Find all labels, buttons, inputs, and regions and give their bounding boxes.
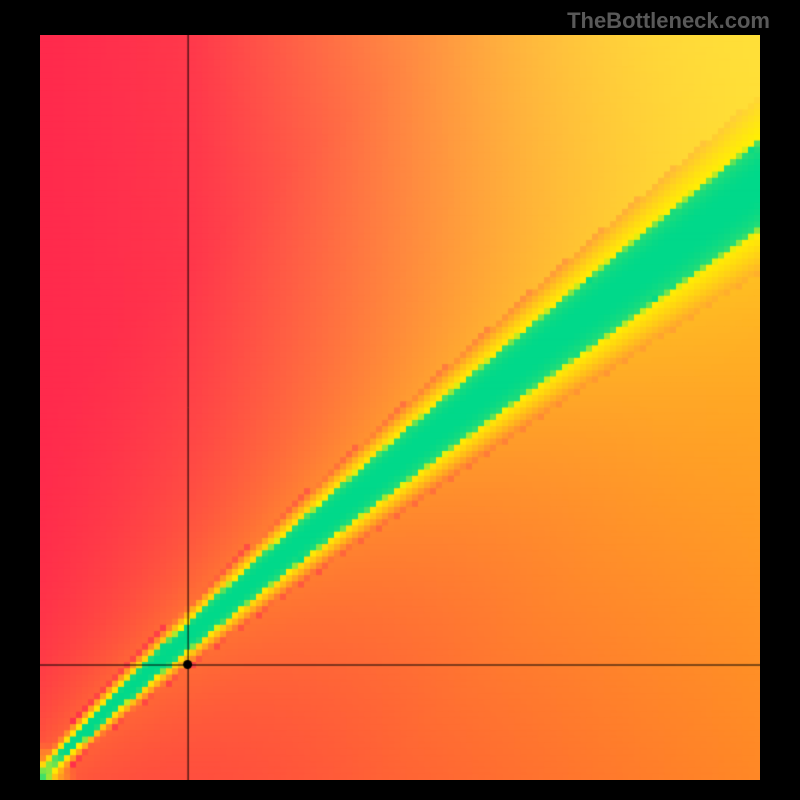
bottleneck-heatmap bbox=[40, 35, 760, 780]
watermark-text: TheBottleneck.com bbox=[567, 8, 770, 34]
chart-container: TheBottleneck.com bbox=[0, 0, 800, 800]
